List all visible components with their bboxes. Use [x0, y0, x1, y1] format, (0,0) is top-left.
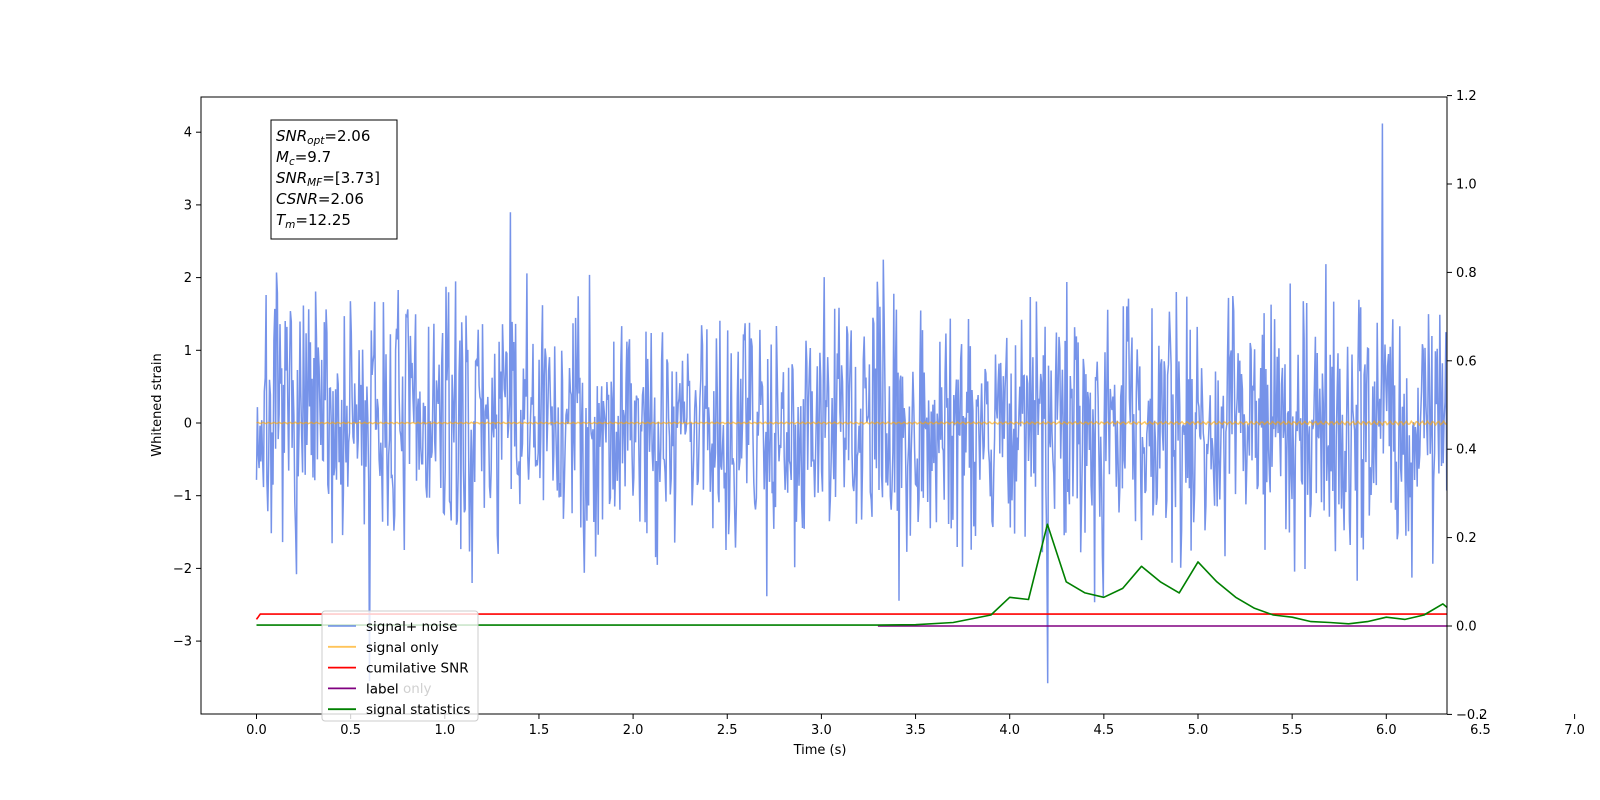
legend: label only signal+ noise signal only cumila… — [321, 610, 479, 722]
y-left-tick-label: 1 — [184, 344, 192, 359]
annotation-frame — [270, 119, 398, 240]
y-right-tick-label: 0.0 — [1456, 620, 1477, 635]
y-right-tick-label: 0.2 — [1456, 531, 1477, 546]
series-signal-only — [256, 419, 1447, 427]
plot-frame — [200, 96, 1448, 715]
y-right-tick-label: −0.2 — [1456, 708, 1488, 723]
y-right-tick-label: 1.2 — [1456, 89, 1477, 104]
y-axis-label: Whitened strain — [150, 353, 165, 456]
x-tick-label: 3.0 — [811, 723, 832, 738]
x-tick-label: 2.0 — [623, 723, 644, 738]
series-layer — [255, 123, 1447, 684]
legend-label: signal statistics — [366, 702, 470, 718]
x-axis: 0.0 0.5 1.0 1.5 2.0 2.5 3.0 3.5 4.0 4.5 5.0 5.5 6.0 6… — [246, 714, 1585, 738]
x-tick-label: 4.0 — [999, 723, 1020, 738]
y-left-tick-label: 0 — [184, 417, 192, 432]
legend-label: signal+ noise — [366, 619, 457, 635]
annotation-line: SNRopt=2.06 — [276, 127, 370, 147]
legend-frame — [321, 610, 479, 722]
x-tick-label: 1.5 — [529, 723, 550, 738]
x-tick-label: 6.5 — [1470, 723, 1491, 738]
x-tick-label: 5.5 — [1282, 723, 1303, 738]
y-axis-left: −3 −2 −1 0 1 2 3 4 — [173, 126, 201, 650]
legend-label: signal only — [366, 640, 439, 656]
x-axis-label: Time (s) — [793, 743, 847, 758]
series-signal-noise — [255, 123, 1447, 684]
legend-label: cumilative SNR — [366, 661, 469, 677]
annotation-line: SNRMF=[3.73] — [276, 169, 380, 189]
x-tick-label: 6.0 — [1376, 723, 1397, 738]
y-left-tick-label: 2 — [184, 271, 192, 286]
x-tick-label: 4.5 — [1094, 723, 1115, 738]
x-tick-label: 2.5 — [717, 723, 738, 738]
y-right-tick-label: 0.8 — [1456, 266, 1477, 281]
legend-label: label — [366, 681, 399, 697]
x-tick-label: 0.0 — [246, 723, 267, 738]
x-tick-label: 0.5 — [340, 723, 361, 738]
annotation-line: Tm=12.25 — [276, 211, 351, 231]
x-tick-label: 1.0 — [434, 723, 455, 738]
annotation-line: CSNR=2.06 — [276, 190, 364, 208]
y-axis-right: −0.2 0.0 0.2 0.4 0.6 0.8 1.0 1.2 — [1447, 89, 1488, 723]
y-right-tick-label: 1.0 — [1456, 178, 1477, 193]
x-tick-label: 3.5 — [905, 723, 926, 738]
y-left-tick-label: −2 — [173, 562, 192, 577]
series-signal-statistics — [256, 523, 1447, 626]
y-left-tick-label: −3 — [173, 635, 192, 650]
x-tick-label: 7.0 — [1564, 723, 1585, 738]
y-right-tick-label: 0.4 — [1456, 443, 1477, 458]
legend-occluded-text: label only — [366, 681, 432, 697]
x-tick-label: 5.0 — [1188, 723, 1209, 738]
annotation-line: Mc=9.7 — [276, 148, 331, 168]
y-left-tick-label: 4 — [184, 126, 192, 141]
y-right-tick-label: 0.6 — [1456, 354, 1477, 369]
y-left-tick-label: −1 — [173, 489, 192, 504]
y-left-tick-label: 3 — [184, 198, 192, 213]
